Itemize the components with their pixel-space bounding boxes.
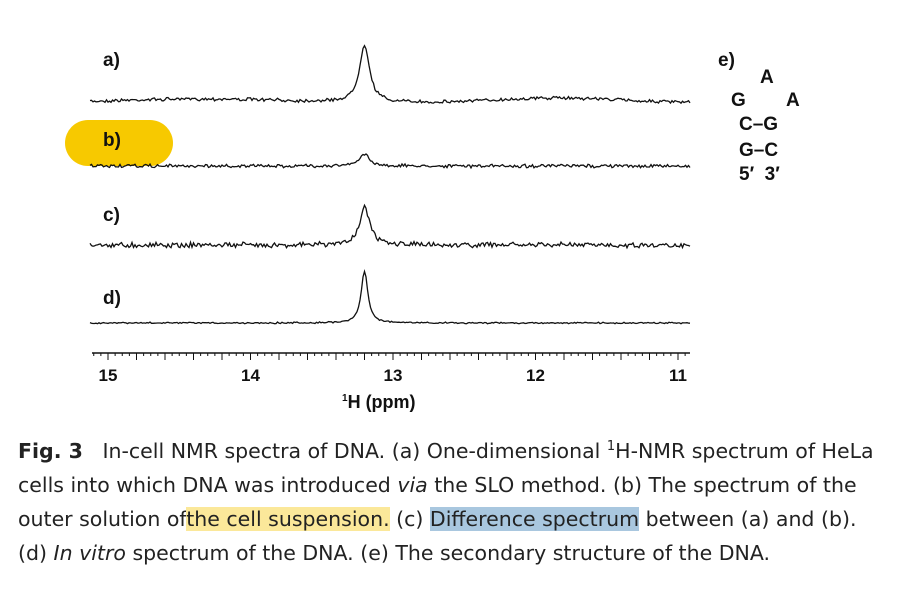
figure-caption: Fig. 3 In-cell NMR spectra of DNA. (a) O… (18, 430, 888, 570)
x-tick-label: 11 (669, 366, 687, 385)
dna-pair-2: G–C (739, 140, 779, 161)
panel-label-b: b) (103, 130, 121, 151)
x-tick-label: 15 (98, 366, 118, 385)
dna-loop-top: A (760, 67, 774, 88)
panel-label-a: a) (103, 50, 120, 71)
spectrum-trace-c (89, 203, 691, 250)
x-tick-label: 13 (383, 366, 403, 385)
spectrum-trace-d (89, 269, 691, 325)
x-axis-title-text: H (ppm) (347, 392, 416, 412)
x-axis-title: 1H (ppm) (342, 392, 416, 413)
x-tick-label: 14 (241, 366, 260, 385)
caption-text: (c) (389, 506, 430, 531)
caption-text: H-NMR spectrum of HeLa cells into which … (18, 438, 874, 497)
dna-loop-left: G (731, 90, 746, 111)
superscript: 1 (342, 393, 348, 404)
caption-text: between (a) and (b). (d) (18, 506, 857, 565)
caption-italic: via (397, 472, 428, 497)
x-tick-label: 12 (526, 366, 545, 385)
spectrum-trace-b (89, 153, 691, 170)
panel-label-c: c) (103, 205, 120, 226)
caption-text: the SLO method. (b) The spectrum of the … (18, 472, 857, 531)
caption-text: In-cell NMR spectra of DNA. (a) One-dime… (102, 438, 607, 463)
caption-italic: In vitro (53, 540, 126, 565)
nmr-spectra-plot (89, 44, 691, 360)
dna-ends: 5′ 3′ (739, 164, 780, 185)
panel-label-e: e) (718, 50, 735, 71)
highlight-pill-b (65, 120, 173, 166)
dna-pair-1: C–G (739, 114, 779, 135)
highlight-yellow: the cell suspension. (186, 506, 390, 531)
caption-sup: 1 (606, 439, 616, 454)
caption-label: Fig. 3 (18, 438, 83, 463)
dna-loop-right: A (786, 90, 800, 111)
caption-text: spectrum of the DNA. (e) The secondary s… (125, 540, 771, 565)
highlight-blue: Difference spectrum (429, 506, 640, 531)
spectrum-trace-a (89, 44, 691, 105)
panel-label-d: d) (103, 288, 121, 309)
